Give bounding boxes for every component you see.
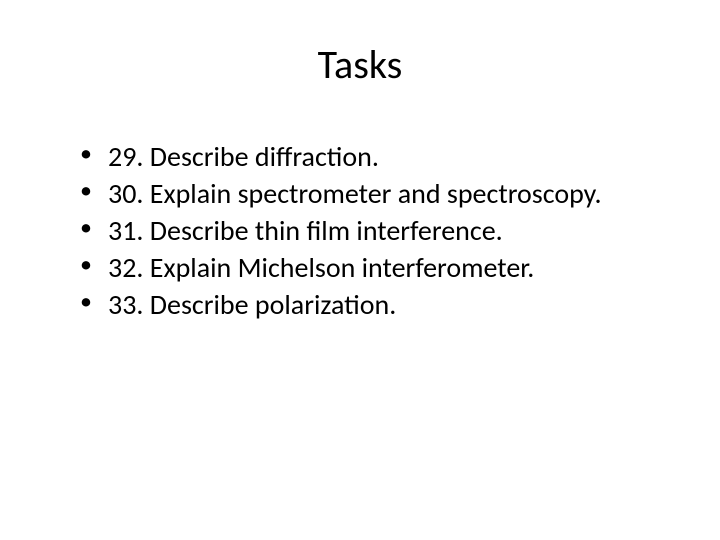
list-item: 32. Explain Michelson interferometer. <box>80 250 670 285</box>
list-item: 33. Describe polarization. <box>80 287 670 322</box>
list-item: 31. Describe thin film interference. <box>80 213 670 248</box>
list-item: 29. Describe diffraction. <box>80 139 670 174</box>
task-list: 29. Describe diffraction. 30. Explain sp… <box>50 139 670 322</box>
slide-container: Tasks 29. Describe diffraction. 30. Expl… <box>0 0 720 540</box>
list-item: 30. Explain spectrometer and spectroscop… <box>80 176 670 211</box>
slide-title: Tasks <box>50 40 670 89</box>
